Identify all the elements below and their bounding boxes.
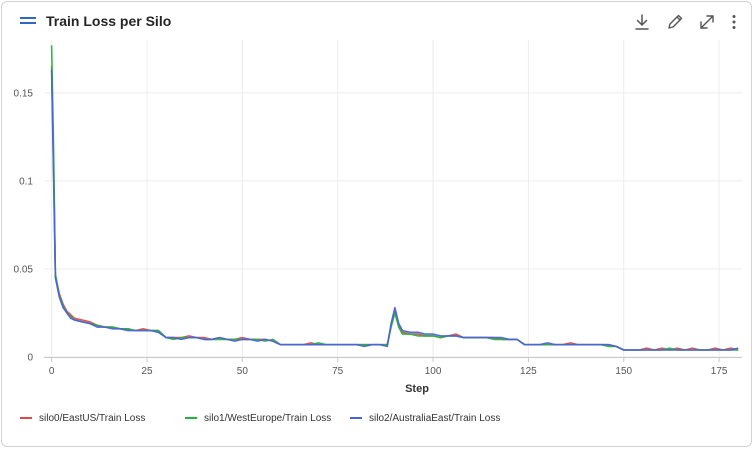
legend-item[interactable]: silo2/AustraliaEast/Train Loss: [350, 409, 500, 427]
y-tick-label: 0.15: [14, 88, 34, 99]
x-tick-label: 100: [425, 366, 442, 377]
x-tick-label: 125: [520, 366, 537, 377]
legend-label: silo2/AustraliaEast/Train Loss: [369, 412, 501, 424]
expand-icon[interactable]: [697, 12, 717, 32]
card-header: Train Loss per Silo: [2, 2, 751, 42]
y-tick-label: 0.05: [14, 264, 34, 275]
legend-swatch: [185, 417, 197, 419]
chart-legend: silo0/EastUS/Train Loss silo1/WestEurope/…: [20, 409, 740, 427]
x-tick-label: 50: [237, 366, 249, 377]
x-tick-label: 75: [332, 366, 344, 377]
legend-label: silo1/WestEurope/Train Loss: [204, 412, 332, 424]
x-tick-label: 0: [49, 366, 55, 377]
legend-swatch: [350, 417, 362, 419]
x-tick-label: 175: [711, 366, 728, 377]
legend-label: silo0/EastUS/Train Loss: [39, 412, 146, 424]
line-chart: 0 25 50 75 100 125 150 175 0 0.05 0.1 0.15 Step: [14, 40, 742, 395]
y-tick-label: 0.1: [19, 176, 33, 187]
x-tick-label: 25: [141, 366, 153, 377]
x-tick-label: 150: [615, 366, 632, 377]
x-axis-label: Step: [405, 383, 429, 395]
legend-swatch: [20, 417, 32, 419]
legend-item[interactable]: silo1/WestEurope/Train Loss: [185, 409, 331, 427]
y-tick-label: 0: [27, 353, 33, 364]
edit-icon[interactable]: [665, 12, 685, 32]
menu-icon[interactable]: [20, 17, 36, 25]
more-vertical-icon[interactable]: [724, 12, 744, 32]
series-line-1: [50, 45, 739, 351]
chart-title: Train Loss per Silo: [46, 13, 172, 29]
download-icon[interactable]: [632, 12, 652, 32]
legend-item[interactable]: silo0/EastUS/Train Loss: [20, 409, 145, 427]
series-line-2: [50, 69, 739, 351]
